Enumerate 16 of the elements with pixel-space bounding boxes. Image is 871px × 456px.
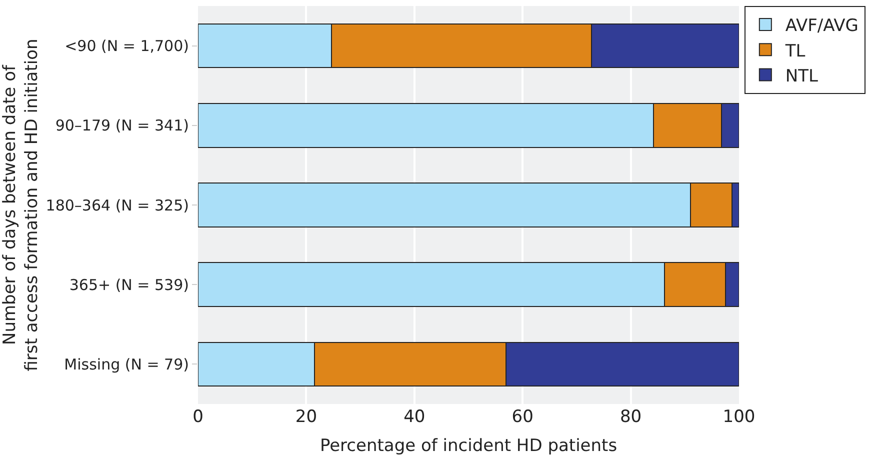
y-tick-label: 90–179 (N = 341) <box>55 116 189 135</box>
x-tick-label: 60 <box>512 407 534 427</box>
x-tick-label: 100 <box>722 407 756 427</box>
x-tick-label: 20 <box>295 407 318 427</box>
legend-label: TL <box>784 41 806 62</box>
y-tick-label: <90 (N = 1,700) <box>64 37 189 56</box>
x-tick-label: 80 <box>620 407 642 427</box>
x-tick-label: 40 <box>404 407 426 427</box>
y-tick-label: Missing (N = 79) <box>64 355 189 374</box>
y-tick-label: 365+ (N = 539) <box>69 276 189 294</box>
x-tick-label: 0 <box>192 407 204 427</box>
legend-label: NTL <box>785 66 819 86</box>
y-tick-label: 180–364 (N = 325) <box>46 196 189 214</box>
legend-label: AVF/AVG <box>785 16 858 36</box>
y-axis-title: Number of days between date of first access formation and HD initiation <box>0 38 42 372</box>
x-axis-title: Percentage of incident HD patients <box>320 436 618 456</box>
